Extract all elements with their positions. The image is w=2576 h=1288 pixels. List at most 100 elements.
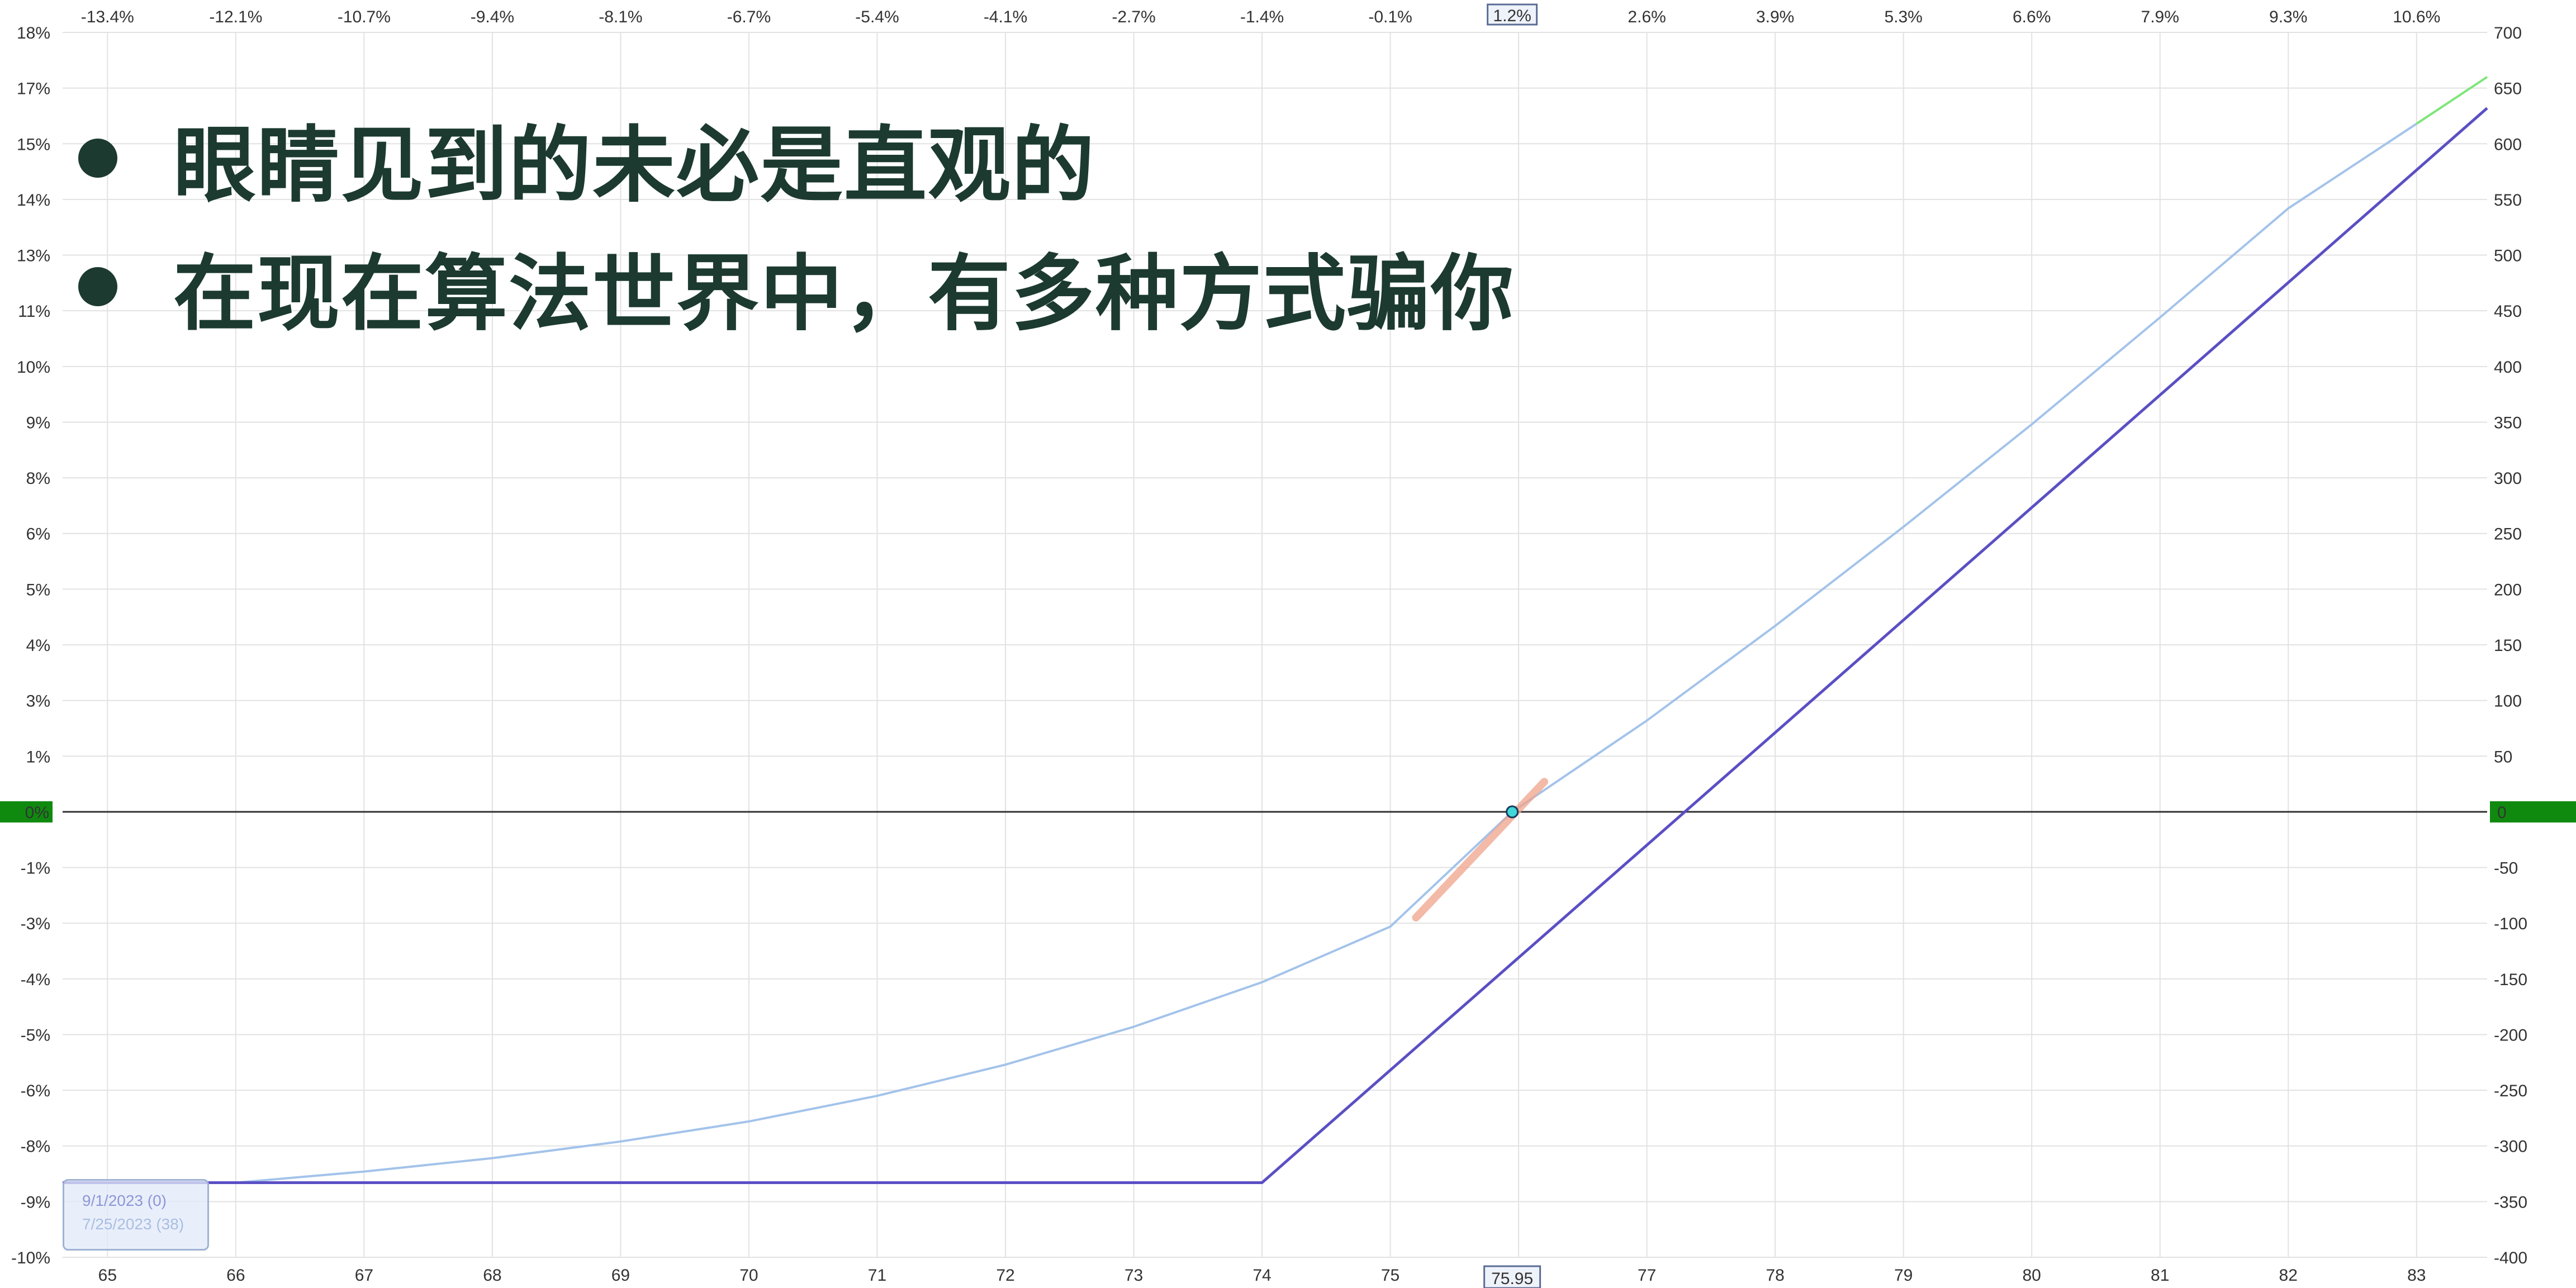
price-current-label: 75.95 [1491,1270,1533,1288]
right-tick-label: -350 [2494,1193,2527,1211]
series-line-expiration [63,107,2488,1184]
price-tick-label: 66 [226,1266,245,1285]
right-tick-label: -50 [2494,859,2518,878]
right-tick-label: 250 [2494,525,2522,544]
right-tick-label: -400 [2494,1249,2527,1267]
top-current-label: 1.2% [1493,7,1531,25]
right-tick-label: 400 [2494,358,2522,377]
legend-item-today: 7/25/2023 (38) [82,1215,184,1233]
current-price-marker-group[interactable] [1412,778,1548,922]
left-tick-label: -4% [21,971,50,989]
top-tick-label: 9.3% [2269,8,2307,26]
left-tick-label: 6% [26,525,50,544]
left-tick-label: 11% [18,302,50,321]
zero-line-group: 0% 0 [0,801,2576,823]
price-tick-label: 80 [2023,1266,2041,1285]
right-tick-label: 500 [2494,247,2522,265]
top-tick-label: -10.7% [338,8,391,26]
left-tick-label: 18% [17,24,50,42]
top-tick-label: -8.1% [599,8,642,26]
bullet-2: 在现在算法世界中，有多种方式骗你 [78,226,1515,346]
price-current-badge [1483,1265,1541,1288]
left-zero-badge [0,801,53,823]
left-tick-label: -3% [21,915,50,933]
right-tick-label: 300 [2494,469,2522,488]
left-tick-label: 17% [17,80,50,98]
price-tick-label: 81 [2151,1266,2169,1285]
legend-item-expiration: 9/1/2023 (0) [82,1192,167,1209]
left-tick-label: 3% [26,692,50,711]
left-zero-label: 0% [25,804,49,822]
price-tick-label: 79 [1894,1266,1913,1285]
left-tick-label: -1% [21,859,50,878]
series-line-today [63,122,2417,1184]
top-tick-label: -5.4% [855,8,899,26]
price-tick-label: 67 [355,1266,373,1285]
right-tick-label: 700 [2494,24,2522,42]
price-axis: 6566676869707172737475767778798081828375… [98,1265,2426,1288]
top-tick-label: -12.1% [209,8,262,26]
price-tick-label: 71 [868,1266,886,1285]
price-tick-label: 69 [611,1266,630,1285]
bullet-dot-icon [78,138,117,178]
right-tick-label: 350 [2494,414,2522,432]
right-tick-label: -250 [2494,1082,2527,1100]
price-tick-label: 72 [996,1266,1014,1285]
left-tick-label: 8% [26,469,50,488]
price-tick-label: 75 [1381,1266,1400,1285]
left-percent-axis: 18% 17% 15% 14% 13% 11% 10% 9% 8% 6% 5% 4% 3% 1% -1% -3… [11,24,50,1267]
left-tick-label: 10% [17,358,50,377]
right-tick-label: 100 [2494,692,2522,711]
left-tick-label: -9% [21,1193,50,1211]
top-tick-label: -2.7% [1112,8,1155,26]
price-tick-label: 82 [2279,1266,2298,1285]
top-tick-label: -9.4% [471,8,514,26]
right-tick-label: -200 [2494,1026,2527,1044]
right-tick-label: 600 [2494,135,2522,154]
right-tick-label: 450 [2494,302,2522,321]
delta-slope-highlight [1412,778,1548,922]
price-tick-label: 73 [1125,1266,1143,1285]
right-tick-label: -300 [2494,1138,2527,1156]
price-tick-label: 65 [98,1266,117,1285]
top-tick-label: -6.7% [727,8,771,26]
top-current-badge [1487,3,1538,26]
top-tick-label: 7.9% [2141,8,2179,26]
series-group [63,76,2488,1184]
top-tick-label: 2.6% [1628,8,1666,26]
left-tick-label: 4% [26,636,50,655]
bullet-2-text: 在现在算法世界中，有多种方式骗你 [173,246,1515,342]
top-tick-label: -13.4% [81,8,134,26]
left-tick-label: 14% [17,191,50,210]
left-tick-label: -6% [21,1082,50,1100]
price-tick-label: 68 [483,1266,501,1285]
left-tick-label: -5% [21,1026,50,1044]
left-tick-label: 13% [17,247,50,265]
price-tick-label: 74 [1253,1266,1271,1285]
current-price-marker [1506,805,1519,819]
right-tick-label: 50 [2494,748,2512,766]
bullet-dot-icon [78,267,117,306]
left-tick-label: -8% [21,1138,50,1156]
top-tick-label: -1.4% [1240,8,1284,26]
legend[interactable]: 9/1/2023 (0) 7/25/2023 (38) [63,1179,209,1251]
top-tick-label: 10.6% [2393,8,2440,26]
top-tick-label: -0.1% [1368,8,1412,26]
bullet-1: 眼睛见到的未必是直观的 [78,98,1095,218]
right-tick-label: 550 [2494,191,2522,210]
right-tick-label: 150 [2494,636,2522,655]
bullet-1-text: 眼睛见到的未必是直观的 [173,117,1095,213]
top-percent-axis: -13.4% -12.1% -10.7% -9.4% -8.1% -6.7% -5.4% -4… [81,3,2440,26]
right-tick-label: 650 [2494,80,2522,98]
price-tick-label: 83 [2407,1266,2426,1285]
top-tick-label: -4.1% [984,8,1027,26]
left-tick-label: 5% [26,581,50,599]
right-tick-label: 200 [2494,581,2522,599]
right-tick-label: -100 [2494,915,2527,933]
top-tick-label: 3.9% [1756,8,1794,26]
price-tick-label: 70 [739,1266,758,1285]
top-tick-label: 6.6% [2013,8,2051,26]
top-tick-label: 5.3% [1884,8,1922,26]
right-zero-badge [2490,801,2576,823]
